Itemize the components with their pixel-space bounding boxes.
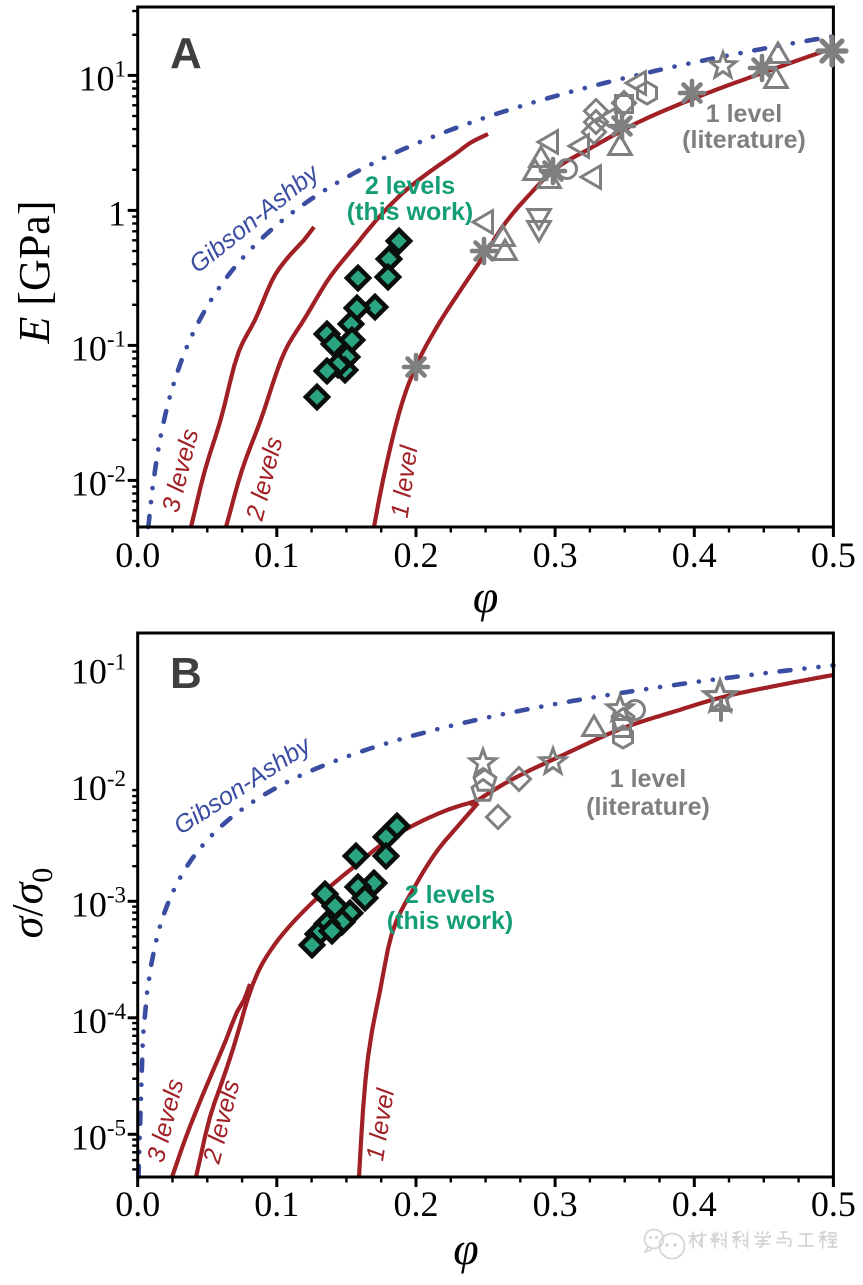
svg-text:(literature): (literature) <box>682 126 806 154</box>
svg-text:0.2: 0.2 <box>394 1184 439 1224</box>
svg-text:0.5: 0.5 <box>811 535 856 575</box>
svg-text:(this work): (this work) <box>347 198 473 226</box>
svg-text:2 levels: 2 levels <box>365 172 455 200</box>
svg-text:0.4: 0.4 <box>672 535 717 575</box>
svg-text:B: B <box>170 649 202 698</box>
svg-text:10-3: 10-3 <box>71 882 126 924</box>
svg-text:1 level: 1 level <box>706 100 782 128</box>
svg-text:0.0: 0.0 <box>115 535 160 575</box>
svg-text:1 level: 1 level <box>610 765 686 793</box>
svg-text:0.1: 0.1 <box>254 535 299 575</box>
svg-text:0.4: 0.4 <box>672 1184 717 1224</box>
svg-text:0.3: 0.3 <box>533 535 578 575</box>
svg-text:φ: φ <box>473 571 498 622</box>
svg-text:A: A <box>170 29 202 78</box>
svg-text:0.1: 0.1 <box>254 1184 299 1224</box>
svg-text:0.0: 0.0 <box>115 1184 160 1224</box>
svg-text:1: 1 <box>108 193 126 233</box>
svg-text:0.2: 0.2 <box>394 535 439 575</box>
svg-text:2 levels: 2 levels <box>405 881 495 909</box>
svg-text:φ: φ <box>453 1223 478 1274</box>
svg-text:0.5: 0.5 <box>811 1184 856 1224</box>
svg-text:0.3: 0.3 <box>533 1184 578 1224</box>
svg-text:10-1: 10-1 <box>71 327 126 369</box>
svg-text:(this work): (this work) <box>387 907 513 935</box>
svg-text:E [GPa]: E [GPa] <box>10 201 59 345</box>
svg-text:(literature): (literature) <box>586 793 710 821</box>
